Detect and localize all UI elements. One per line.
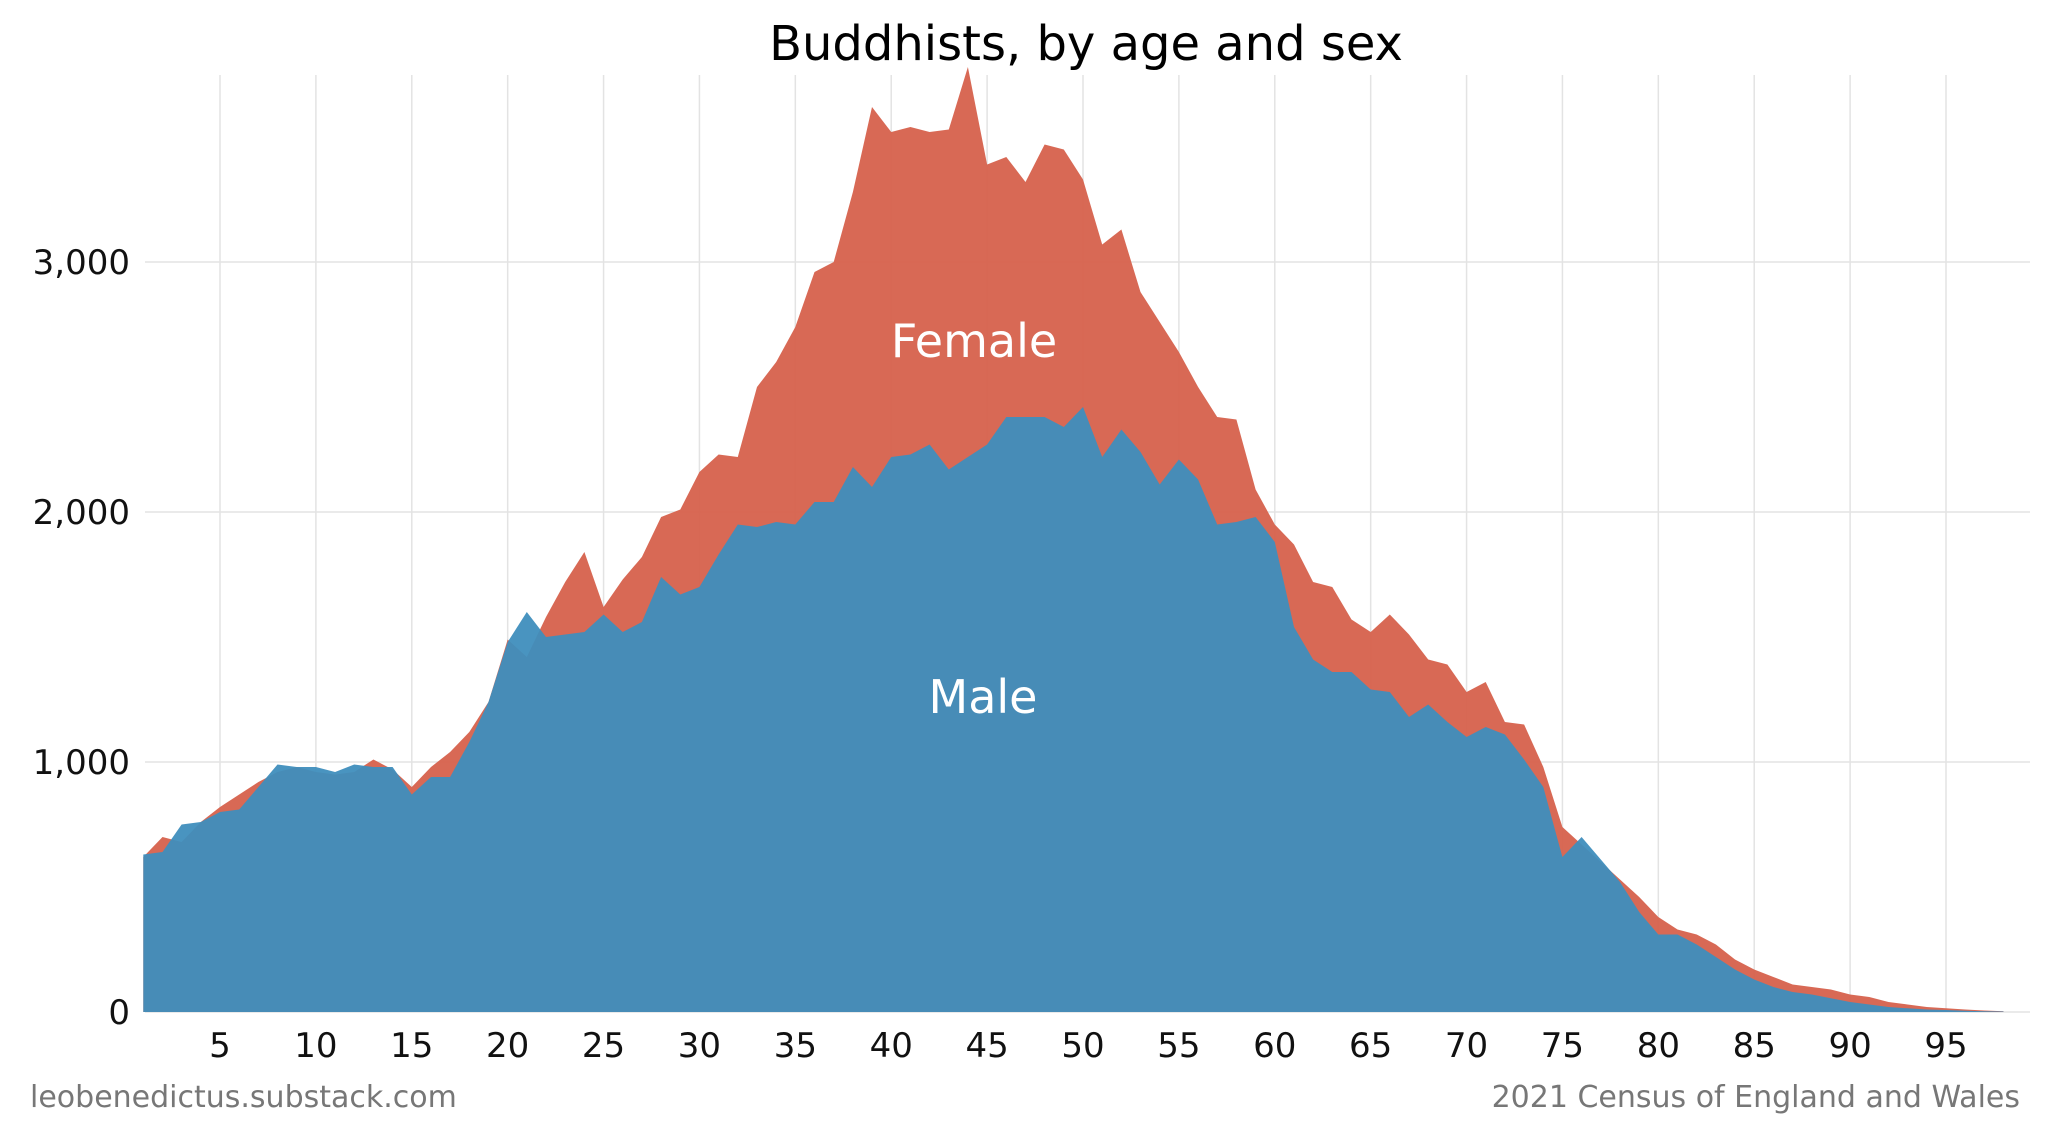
x-tick-label: 80 bbox=[1637, 1026, 1680, 1066]
x-tick-label: 10 bbox=[294, 1026, 337, 1066]
y-axis-tick-labels: 0 1,000 2,000 3,000 bbox=[33, 243, 130, 1033]
y-tick-label: 1,000 bbox=[33, 743, 130, 783]
x-tick-label: 25 bbox=[582, 1026, 625, 1066]
x-tick-label: 30 bbox=[678, 1026, 721, 1066]
source-left-text: leobenedictus.substack.com bbox=[30, 1080, 457, 1115]
area-male bbox=[143, 407, 2004, 1012]
x-tick-label: 90 bbox=[1828, 1026, 1871, 1066]
x-tick-label: 20 bbox=[486, 1026, 529, 1066]
male-series-label: Male bbox=[929, 670, 1038, 724]
x-tick-label: 35 bbox=[774, 1026, 817, 1066]
x-tick-label: 50 bbox=[1061, 1026, 1104, 1066]
y-tick-label: 0 bbox=[108, 993, 130, 1033]
area-series-group bbox=[143, 67, 2004, 1012]
x-axis-tick-labels: 5 10 15 20 25 30 35 40 45 50 55 60 65 70 75 80 85 90 95 bbox=[209, 1026, 1967, 1066]
x-tick-label: 45 bbox=[965, 1026, 1008, 1066]
x-tick-label: 65 bbox=[1349, 1026, 1392, 1066]
x-tick-label: 60 bbox=[1253, 1026, 1296, 1066]
x-tick-label: 5 bbox=[209, 1026, 231, 1066]
x-tick-label: 75 bbox=[1541, 1026, 1584, 1066]
x-tick-label: 55 bbox=[1157, 1026, 1200, 1066]
chart-title: Buddhists, by age and sex bbox=[769, 16, 1403, 72]
x-tick-label: 85 bbox=[1733, 1026, 1776, 1066]
y-tick-label: 3,000 bbox=[33, 243, 130, 283]
source-right-text: 2021 Census of England and Wales bbox=[1492, 1080, 2020, 1115]
x-tick-label: 15 bbox=[390, 1026, 433, 1066]
x-tick-label: 70 bbox=[1445, 1026, 1488, 1066]
x-tick-label: 95 bbox=[1924, 1026, 1967, 1066]
x-tick-label: 40 bbox=[870, 1026, 913, 1066]
female-series-label: Female bbox=[891, 314, 1057, 368]
y-tick-label: 2,000 bbox=[33, 493, 130, 533]
